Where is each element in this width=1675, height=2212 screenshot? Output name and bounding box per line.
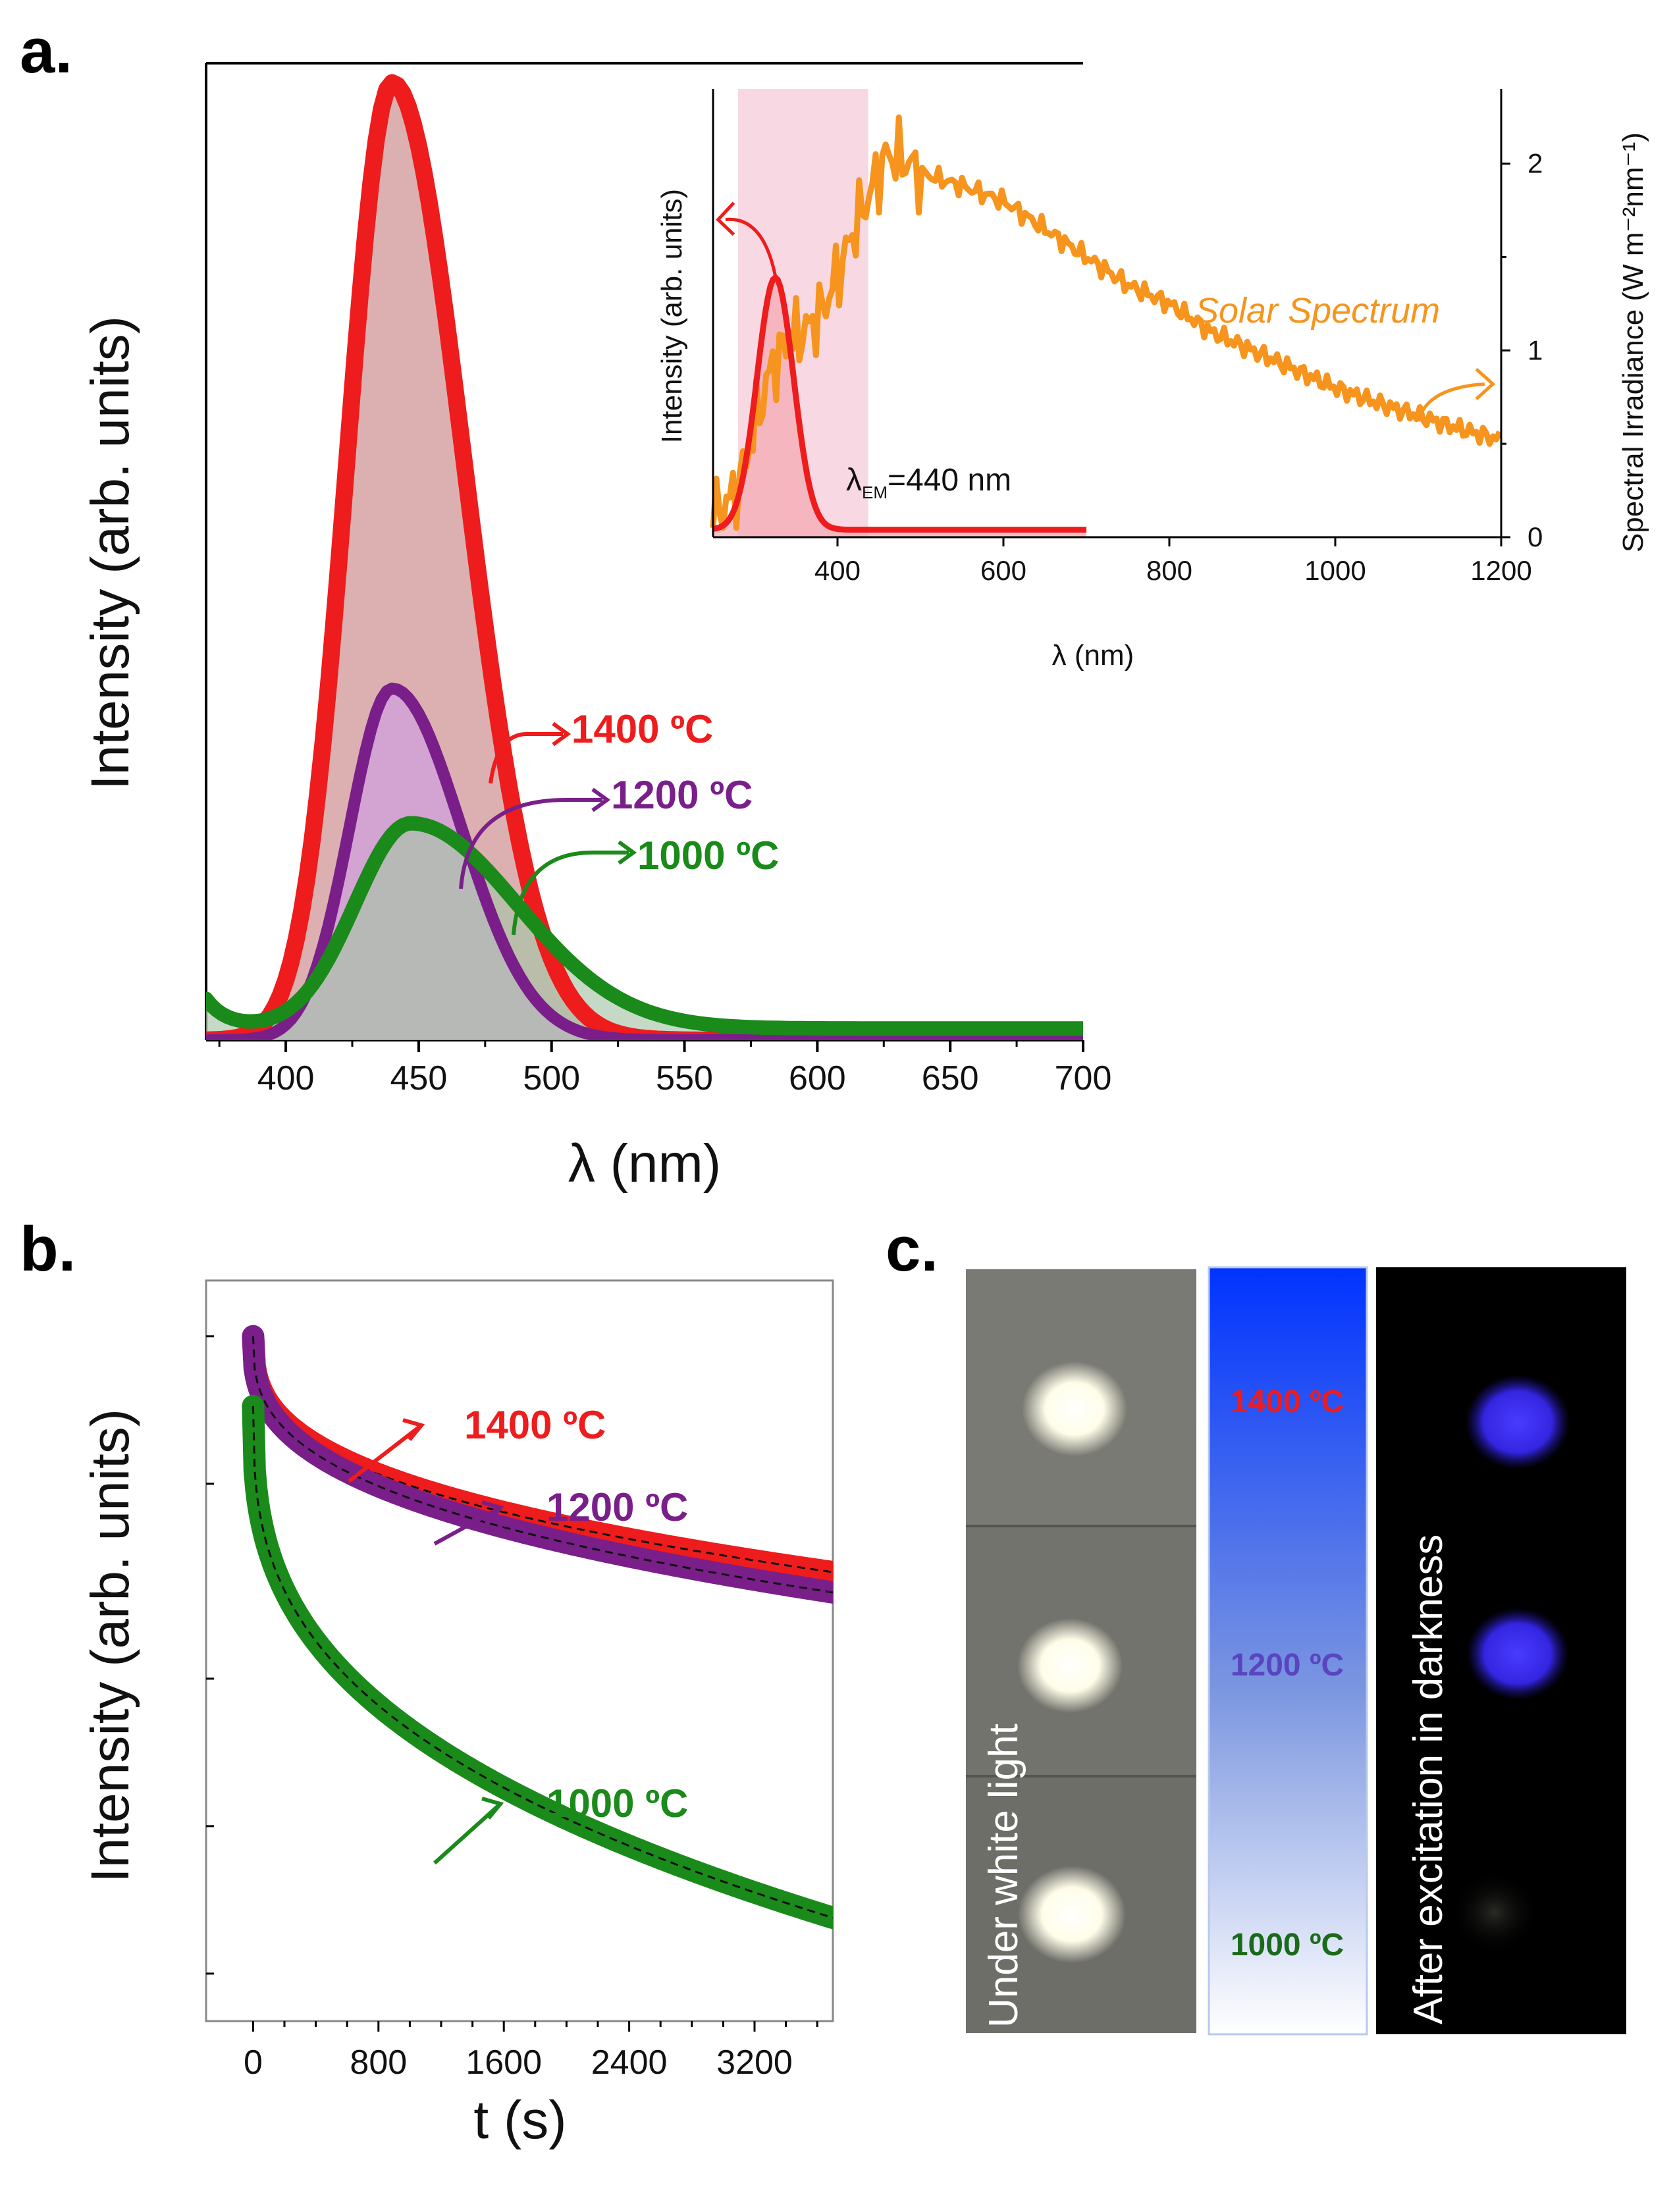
panel-a-line-3 [206, 816, 1083, 1036]
inset-y2-tick-label: 0 [1528, 521, 1543, 552]
inset-left-axis-title: Intensity (arb. units) [656, 189, 688, 443]
panel-a-label-arrowhead [552, 722, 572, 747]
color-gradient-swatch: 1400 ºC 1200 ºC 1000 ºC [1208, 1266, 1368, 2036]
panel-b-label-arrow [348, 1423, 423, 1483]
glow-spot-1400 [1465, 1375, 1570, 1469]
panel-a-label-arrow [459, 798, 602, 889]
panel-a-label-arrow [512, 851, 629, 935]
inset-solar-label: Solar Spectrum [1195, 291, 1440, 330]
inset-right-axis-title: Spectral Irradiance (W m⁻²nm⁻¹) [1617, 132, 1649, 552]
panel-b-label-arrowhead [481, 1500, 504, 1523]
panel-b-line-3 [242, 1394, 833, 1930]
panel-b-label-arrow [433, 1802, 502, 1865]
panel-b-x-tick-label: 1600 [465, 2043, 542, 2082]
panel-b-label-1: 1400 ºC [464, 1403, 606, 1447]
panel-a-x-tick-label: 500 [523, 1059, 580, 1097]
inset-y2-tick-label: 1 [1528, 334, 1543, 365]
panel-b-label-arrow [433, 1506, 502, 1546]
panel-a-letter: a. [20, 16, 72, 86]
panel-b-frame [205, 1279, 834, 2022]
inset-x-tick-label: 400 [814, 555, 861, 586]
panel-b-label-arrowhead [402, 1418, 425, 1441]
swatch-label-1400: 1400 ºC [1231, 1384, 1344, 1419]
swatch-label-1200: 1200 ºC [1231, 1648, 1344, 1683]
panel-a-x-tick-label: 450 [390, 1059, 448, 1097]
panel-b-letter: b. [20, 1214, 76, 1284]
photo-under-white-light: Under white light [966, 1269, 1196, 2033]
inset-left-arrowhead [716, 201, 735, 236]
inset-x-tick-label: 600 [980, 555, 1026, 586]
panel-a-x-tick-label: 700 [1055, 1059, 1112, 1097]
panel-b-x-tick-label: 2400 [591, 2043, 668, 2082]
panel-a-label-2: 1200 ºC [611, 773, 753, 817]
panel-a-x-axis-title: λ (nm) [568, 1134, 721, 1194]
inset-right-arrow [1416, 382, 1485, 422]
inset-x-tick-label: 1000 [1304, 555, 1366, 586]
panel-b-x-tick-label: 3200 [716, 2043, 793, 2082]
panel-b-label-3: 1000 ºC [546, 1781, 688, 1826]
photo-right-label: After excitation in darkness [1406, 1535, 1451, 2024]
glow-spot-1200 [1466, 1608, 1569, 1700]
swatch-label-1000: 1000 ºC [1231, 1928, 1344, 1962]
inset-x-tick-label: 1200 [1470, 555, 1531, 586]
panel-b-label-2: 1200 ºC [546, 1485, 688, 1529]
panel-a-area-3 [206, 823, 1083, 1040]
panel-a-x-tick-label: 550 [656, 1059, 713, 1097]
panel-b-y-axis-title: Intensity (arb. units) [80, 1409, 140, 1883]
panel-a-chart: 400 450 500 550 600 650 700 1400 ºC 1200 ºC 1000… [80, 62, 1112, 1194]
panel-a-x-tick-label: 650 [922, 1059, 979, 1097]
inset-left-arrow [725, 217, 777, 276]
panel-c-photos: Under white light 1400 ºC 1200 ºC 1000 º… [966, 1266, 1626, 2036]
inset-excitation-line [712, 275, 1087, 533]
panel-a-label-3: 1000 ºC [637, 833, 779, 878]
panel-a-x-tick-label: 400 [257, 1059, 315, 1097]
panel-c-letter: c. [886, 1214, 938, 1284]
panel-b-x-axis-title: t (s) [473, 2090, 566, 2150]
inset-x-axis-title: λ (nm) [1052, 639, 1134, 672]
panel-a-label-arrow [489, 732, 563, 784]
panel-a-line-2 [206, 682, 1083, 1040]
glow-spot-1000 [1452, 1873, 1537, 1952]
inset-x-tick-label: 800 [1146, 555, 1192, 586]
inset-right-arrowhead [1475, 367, 1496, 400]
inset-solar-line [710, 114, 1502, 531]
panel-b-chart: 0 800 1600 2400 3200 1400 ºC 1200 ºC 1000 ºC t… [80, 1279, 834, 2150]
white-sample-spot-1000 [1018, 1866, 1126, 1963]
white-sample-spot-1200 [1017, 1618, 1123, 1713]
panel-a-label-arrowhead [618, 840, 637, 865]
panel-b-fit-2 [252, 1336, 833, 1594]
panel-a-label-1: 1400 ºC [572, 707, 713, 751]
panel-b-x-tick-label: 800 [350, 2043, 407, 2082]
photo-left-label: Under white light [981, 1724, 1026, 2028]
white-sample-spot-1400 [1022, 1361, 1127, 1456]
inset-y2-tick-label: 2 [1528, 148, 1543, 179]
panel-b-fit-3 [252, 1406, 833, 1919]
panel-b-label-arrowhead [481, 1797, 504, 1820]
panel-a-x-tick-label: 600 [789, 1059, 846, 1097]
panel-a-y-axis-title: Intensity (arb. units) [80, 316, 140, 790]
panel-b-x-tick-label: 0 [244, 2043, 263, 2082]
panel-a-label-arrowhead [591, 787, 611, 812]
photo-after-excitation: After excitation in darkness [1376, 1267, 1626, 2034]
